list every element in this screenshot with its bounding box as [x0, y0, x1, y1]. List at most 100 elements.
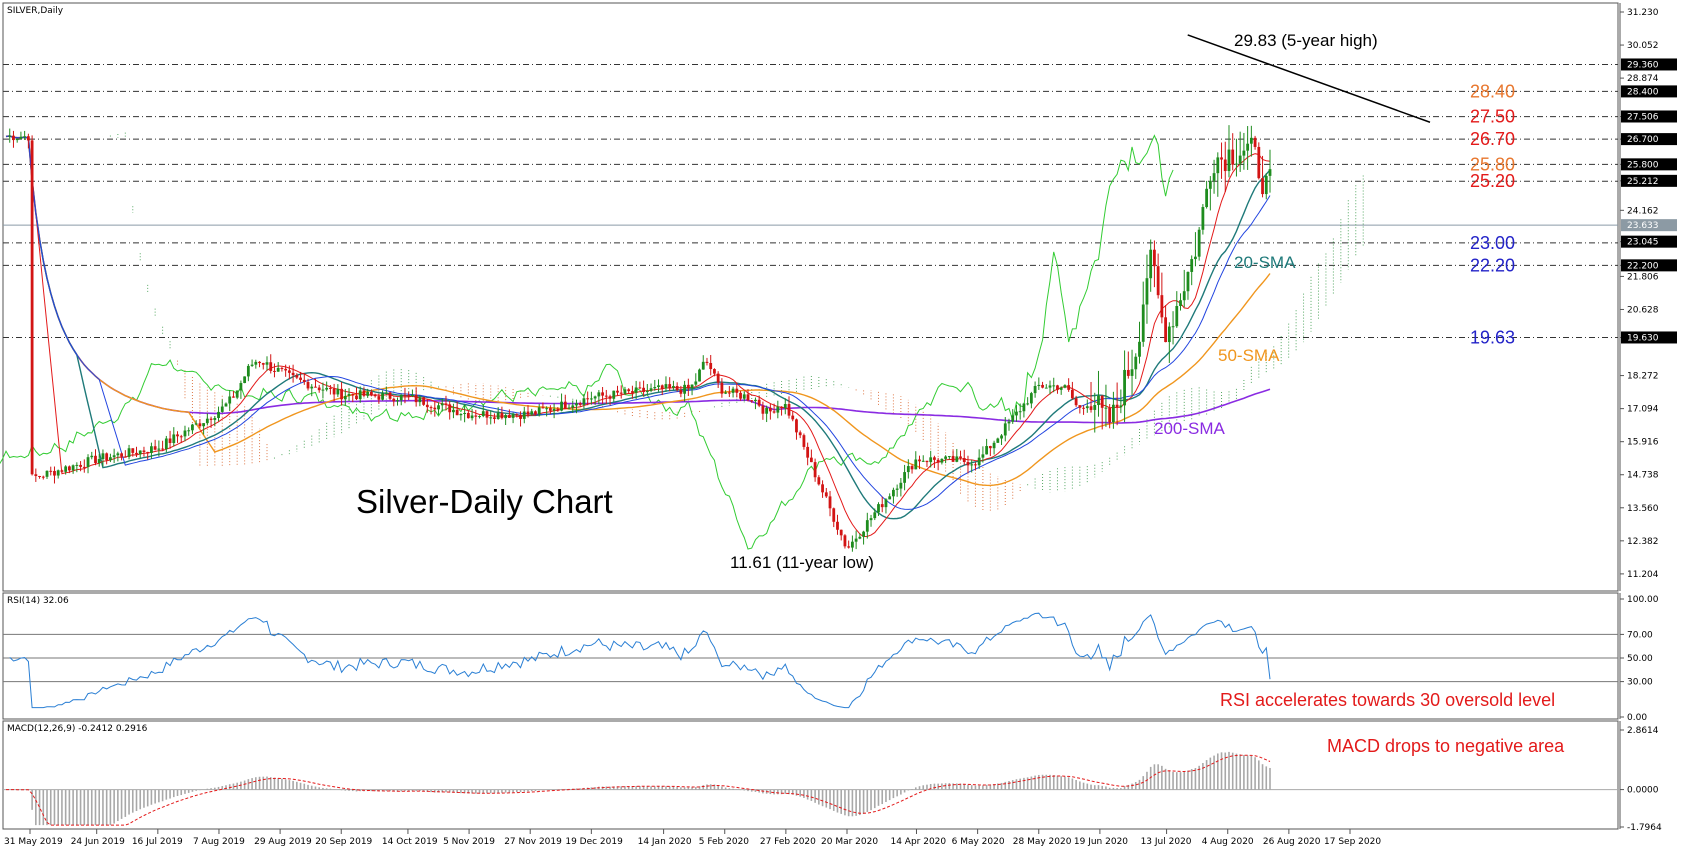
candle-body — [545, 408, 549, 410]
candle-body — [168, 438, 172, 444]
candle-body — [921, 460, 925, 462]
candle-body — [959, 456, 962, 459]
candle-body — [698, 369, 701, 382]
candle-body — [720, 382, 724, 394]
candle-body — [813, 462, 817, 478]
candle-body — [638, 387, 642, 389]
rsi-tick-label: 100.00 — [1627, 595, 1659, 605]
candle-body — [694, 381, 698, 385]
rsi-panel: 100.00 70.00 50.00 30.00 0.00 — [3, 593, 1659, 723]
candle-body — [970, 464, 974, 466]
candle-body — [765, 407, 769, 414]
candle-body — [1182, 291, 1186, 301]
candle-body — [642, 387, 645, 392]
rsi-panel-header: RSI(14) 32.06 — [7, 596, 69, 606]
candlesticks — [8, 125, 1272, 552]
candle-body — [82, 466, 86, 468]
candle-body — [944, 456, 948, 459]
candle-body — [511, 414, 515, 418]
candle-body — [1235, 163, 1238, 165]
candle-body — [593, 396, 597, 399]
candle-body — [798, 432, 802, 436]
candle-body — [153, 446, 157, 450]
candle-body — [269, 362, 273, 371]
candle-body — [884, 499, 888, 508]
candle-body — [772, 411, 776, 413]
chikou-span-line — [0, 134, 1174, 550]
candle-body — [388, 392, 392, 399]
candle-body — [1212, 173, 1216, 181]
candle-body — [485, 411, 489, 418]
candle-body — [328, 387, 332, 389]
candle-body — [474, 415, 478, 417]
candle-body — [254, 361, 258, 365]
candle-body — [847, 546, 851, 548]
candle-body — [276, 367, 280, 372]
candle-body — [213, 418, 217, 420]
candle-body — [1227, 149, 1231, 172]
price-highlight-box — [1621, 259, 1677, 272]
candle-body — [1246, 143, 1250, 151]
candle-body — [239, 383, 243, 391]
candle-body — [806, 446, 810, 458]
level-label: 25.80 — [1470, 154, 1515, 174]
candle-body — [1138, 341, 1141, 357]
candle-body — [1238, 155, 1242, 164]
candle-body — [1190, 259, 1194, 272]
level-label: 26.70 — [1470, 129, 1515, 149]
candle-body — [560, 401, 563, 411]
candle-body — [261, 363, 265, 365]
candle-body — [366, 391, 370, 396]
candle-body — [597, 392, 601, 397]
candle-body — [795, 419, 798, 433]
price-highlight-label: 26.700 — [1627, 135, 1659, 145]
candle-body — [951, 456, 955, 462]
date-tick-label: 14 Jan 2020 — [638, 837, 692, 847]
candle-body — [370, 391, 373, 395]
candle-body — [67, 466, 71, 471]
candle-body — [1141, 304, 1145, 342]
candle-body — [977, 457, 981, 466]
candle-body — [1171, 326, 1175, 328]
candle-body — [224, 403, 228, 407]
candle-body — [362, 390, 366, 396]
candle-body — [422, 397, 426, 405]
price-tick-label: 12.382 — [1627, 537, 1659, 547]
candle-body — [1104, 407, 1108, 409]
candle-body — [757, 399, 761, 406]
candle-body — [537, 407, 541, 415]
rsi-tick-label: 30.00 — [1627, 678, 1653, 688]
sma50-label: 50-SMA — [1218, 346, 1280, 365]
candle-body — [832, 508, 836, 522]
price-highlight-box — [1621, 331, 1677, 344]
candle-body — [1249, 137, 1253, 144]
candle-body — [146, 451, 150, 454]
candle-body — [112, 455, 116, 458]
candle-body — [71, 465, 75, 471]
candle-body — [634, 387, 638, 393]
candle-body — [1048, 385, 1052, 388]
candle-body — [892, 489, 895, 497]
price-tick-label: 21.806 — [1627, 272, 1659, 282]
low-annotation: 11.61 (11-year low) — [730, 553, 874, 572]
candle-body — [727, 392, 731, 394]
candle-body — [906, 466, 910, 473]
price-highlight-label: 19.630 — [1627, 333, 1659, 343]
candle-body — [295, 375, 299, 378]
candle-body — [899, 482, 903, 489]
candle-body — [179, 436, 183, 438]
candle-body — [157, 448, 161, 450]
price-tick-label: 17.094 — [1627, 405, 1659, 415]
candle-body — [996, 438, 1000, 443]
candle-body — [347, 393, 351, 396]
candle-body — [220, 406, 224, 412]
indicator-lines — [0, 134, 1271, 550]
candle-body — [873, 512, 877, 519]
candle-body — [1115, 404, 1119, 408]
candle-body — [903, 472, 906, 483]
price-highlight-box — [1621, 133, 1677, 146]
candle-body — [880, 504, 884, 508]
candle-body — [466, 412, 470, 419]
candle-body — [1253, 137, 1257, 147]
candle-body — [142, 450, 146, 452]
